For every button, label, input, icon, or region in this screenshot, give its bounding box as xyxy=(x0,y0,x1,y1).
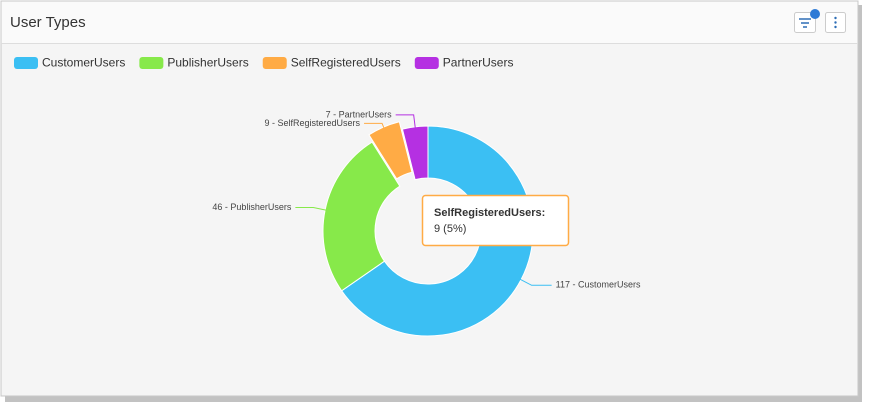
legend-label: CustomerUsers xyxy=(42,56,125,70)
chart-title: User Types xyxy=(10,14,86,31)
slice xyxy=(368,121,413,180)
leader-line xyxy=(395,114,416,129)
data-label: 117 - CustomerUsers xyxy=(556,280,641,290)
legend-swatch xyxy=(414,57,439,69)
filter-button[interactable] xyxy=(794,9,821,33)
panel-header xyxy=(1,1,858,44)
data-label: 9 - SelfRegisteredUsers xyxy=(264,118,360,128)
legend-label: SelfRegisteredUsers xyxy=(291,56,401,70)
tooltip-box xyxy=(421,194,570,247)
menu-button[interactable] xyxy=(825,12,846,33)
slice xyxy=(401,125,429,181)
slice xyxy=(322,141,401,292)
leader-line xyxy=(295,207,328,211)
tooltip-value: 9 (5%) xyxy=(434,223,466,235)
legend-swatch xyxy=(262,57,287,69)
data-label: 7 - PartnerUsers xyxy=(326,109,393,119)
legend-label: PublisherUsers xyxy=(167,56,248,70)
legend-swatch xyxy=(14,57,38,69)
legend-swatch xyxy=(139,57,164,69)
data-label: 46 - PublisherUsers xyxy=(212,202,292,212)
leader-line xyxy=(364,122,385,130)
legend-label: PartnerUsers xyxy=(443,56,514,70)
tooltip-title: SelfRegisteredUsers: xyxy=(434,207,545,219)
leader-line xyxy=(519,278,552,286)
